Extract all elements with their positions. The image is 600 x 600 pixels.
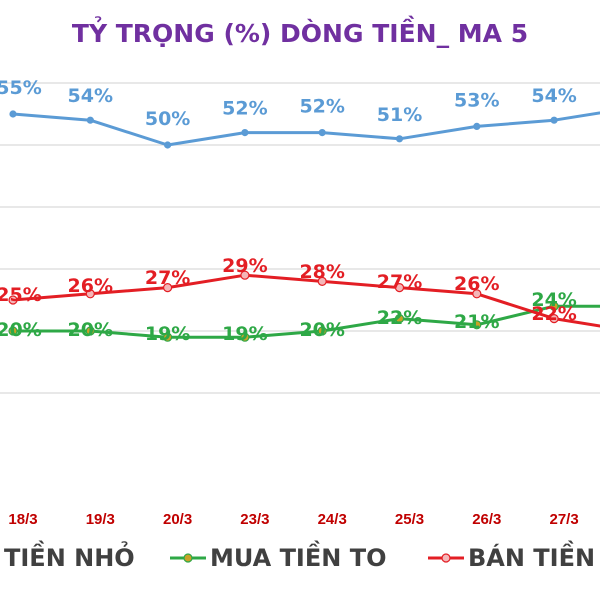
- legend-marker: [183, 553, 193, 563]
- data-point: [164, 141, 172, 149]
- data-point: [163, 283, 173, 293]
- chart-title: TỶ TRỌNG (%) DÒNG TIỀN_ MA 5: [72, 15, 528, 48]
- data-point: [8, 326, 18, 336]
- x-tick-label: 26/3: [472, 511, 501, 528]
- data-point: [163, 332, 173, 342]
- data-point: [317, 276, 327, 286]
- data-point: [8, 295, 18, 305]
- data-point: [549, 314, 559, 324]
- data-label: 19%: [145, 323, 190, 345]
- data-point: [472, 320, 482, 330]
- data-label: 55%: [0, 77, 42, 99]
- data-label: 22%: [531, 303, 576, 325]
- data-label: 51%: [377, 104, 422, 126]
- x-tick-label: 25/3: [395, 511, 424, 528]
- data-point: [85, 289, 95, 299]
- data-label: 50%: [145, 108, 190, 130]
- x-tick-label: 23/3: [240, 511, 269, 528]
- gridlines: [0, 82, 600, 394]
- data-label: 29%: [222, 255, 267, 277]
- data-point: [394, 283, 405, 293]
- data-label: 28%: [299, 261, 344, 283]
- data-point: [86, 116, 94, 124]
- legend-label: MUA TIỀN TO: [210, 539, 386, 572]
- data-label: 26%: [454, 273, 499, 295]
- data-label: 54%: [531, 85, 576, 107]
- x-axis-ticks: 18/3 19/3 20/3 23/3 24/3 25/3 26/3 27/3: [8, 511, 578, 528]
- data-point: [549, 301, 559, 311]
- data-label: 54%: [68, 85, 113, 107]
- legend: TIỀN NHỎ MUA TIỀN TO BÁN TIỀN: [4, 539, 595, 572]
- data-label: 26%: [68, 275, 113, 297]
- data-point: [240, 270, 250, 280]
- data-point: [550, 116, 558, 124]
- data-point: [394, 314, 405, 324]
- data-point: [472, 289, 482, 299]
- data-label: 22%: [377, 307, 422, 329]
- data-label: 20%: [0, 319, 42, 341]
- data-labels: 55%54%50%52%52%51%53%54%520%20%19%19%20%…: [0, 77, 577, 345]
- data-label: 27%: [377, 271, 422, 293]
- data-label: 19%: [222, 323, 267, 345]
- data-label: 25%: [0, 284, 42, 306]
- data-point: [9, 110, 17, 118]
- legend-label: BÁN TIỀN: [468, 539, 595, 572]
- legend-label: TIỀN NHỎ: [4, 539, 135, 572]
- data-label: 20%: [68, 319, 113, 341]
- data-point: [318, 129, 326, 137]
- series-lines: [8, 110, 600, 342]
- legend-marker: [441, 553, 451, 563]
- x-tick-label: 18/3: [8, 511, 37, 528]
- data-label: 52%: [222, 98, 267, 120]
- x-tick-label: 19/3: [86, 511, 115, 528]
- data-point: [85, 326, 95, 336]
- x-tick-label: 27/3: [549, 511, 578, 528]
- data-label: 24%: [531, 289, 576, 311]
- data-point: [240, 332, 250, 342]
- data-label: 20%: [299, 319, 344, 341]
- x-tick-label: 24/3: [318, 511, 347, 528]
- data-point: [473, 122, 481, 131]
- data-point: [395, 135, 404, 143]
- data-point: [241, 129, 249, 137]
- data-label: 53%: [454, 89, 499, 111]
- data-label: 21%: [454, 311, 499, 333]
- x-tick-label: 20/3: [163, 511, 192, 528]
- data-label: 52%: [299, 96, 344, 118]
- data-point: [317, 326, 327, 336]
- data-label: 27%: [145, 267, 190, 289]
